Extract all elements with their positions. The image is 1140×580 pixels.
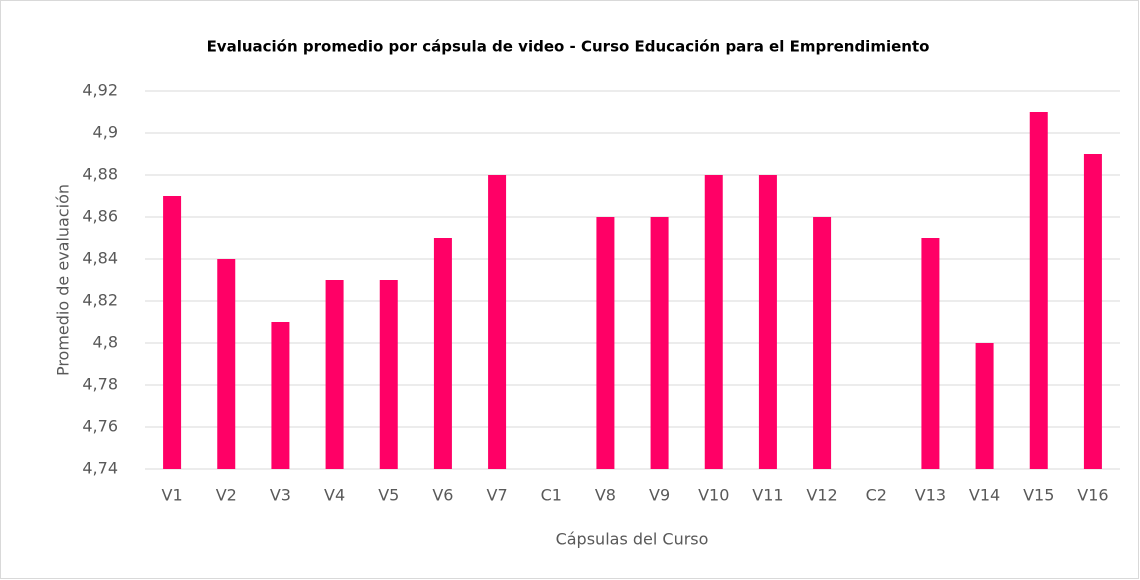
bar [163,196,182,469]
x-tick-label: V12 [806,486,837,505]
bar [1083,154,1102,469]
y-tick-label: 4,74 [82,459,118,478]
x-tick-label: V1 [162,486,183,505]
x-tick-label: V9 [649,486,670,505]
x-tick-label: C2 [866,486,887,505]
x-tick-label: V2 [216,486,237,505]
bar [975,343,994,469]
y-tick-label: 4,9 [93,123,118,142]
y-tick-label: 4,88 [82,165,118,184]
x-tick-label: V16 [1077,486,1108,505]
x-tick-label: V13 [915,486,946,505]
x-tick-label: V6 [432,486,453,505]
bar [379,280,398,469]
x-tick-label: V4 [324,486,345,505]
x-tick-label: V8 [595,486,616,505]
x-tick-label: V14 [969,486,1000,505]
bar [704,175,723,469]
x-axis-label: Cápsulas del Curso [556,530,709,549]
bar [813,217,832,469]
x-tick-label: V3 [270,486,291,505]
y-tick-label: 4,86 [82,207,118,226]
y-tick-label: 4,76 [82,417,118,436]
x-tick-label: V15 [1023,486,1054,505]
x-tick-label: V5 [378,486,399,505]
bar [921,238,940,469]
y-axis-label: Promedio de evaluación [54,184,73,376]
bar [488,175,507,469]
y-tick-label: 4,8 [93,333,118,352]
chart-title: Evaluación promedio por cápsula de video… [207,38,930,56]
y-tick-label: 4,92 [82,81,118,100]
bar [271,322,290,469]
y-tick-label: 4,78 [82,375,118,394]
y-tick-label: 4,82 [82,291,118,310]
x-tick-label: V7 [487,486,508,505]
x-tick-label: V10 [698,486,729,505]
x-tick-label: V11 [752,486,783,505]
x-tick-label: C1 [541,486,562,505]
bar [758,175,777,469]
y-tick-label: 4,84 [82,249,118,268]
bar [650,217,669,469]
bar [217,259,236,469]
bar [325,280,344,469]
bar [1029,112,1048,469]
bar [596,217,615,469]
bar [433,238,452,469]
